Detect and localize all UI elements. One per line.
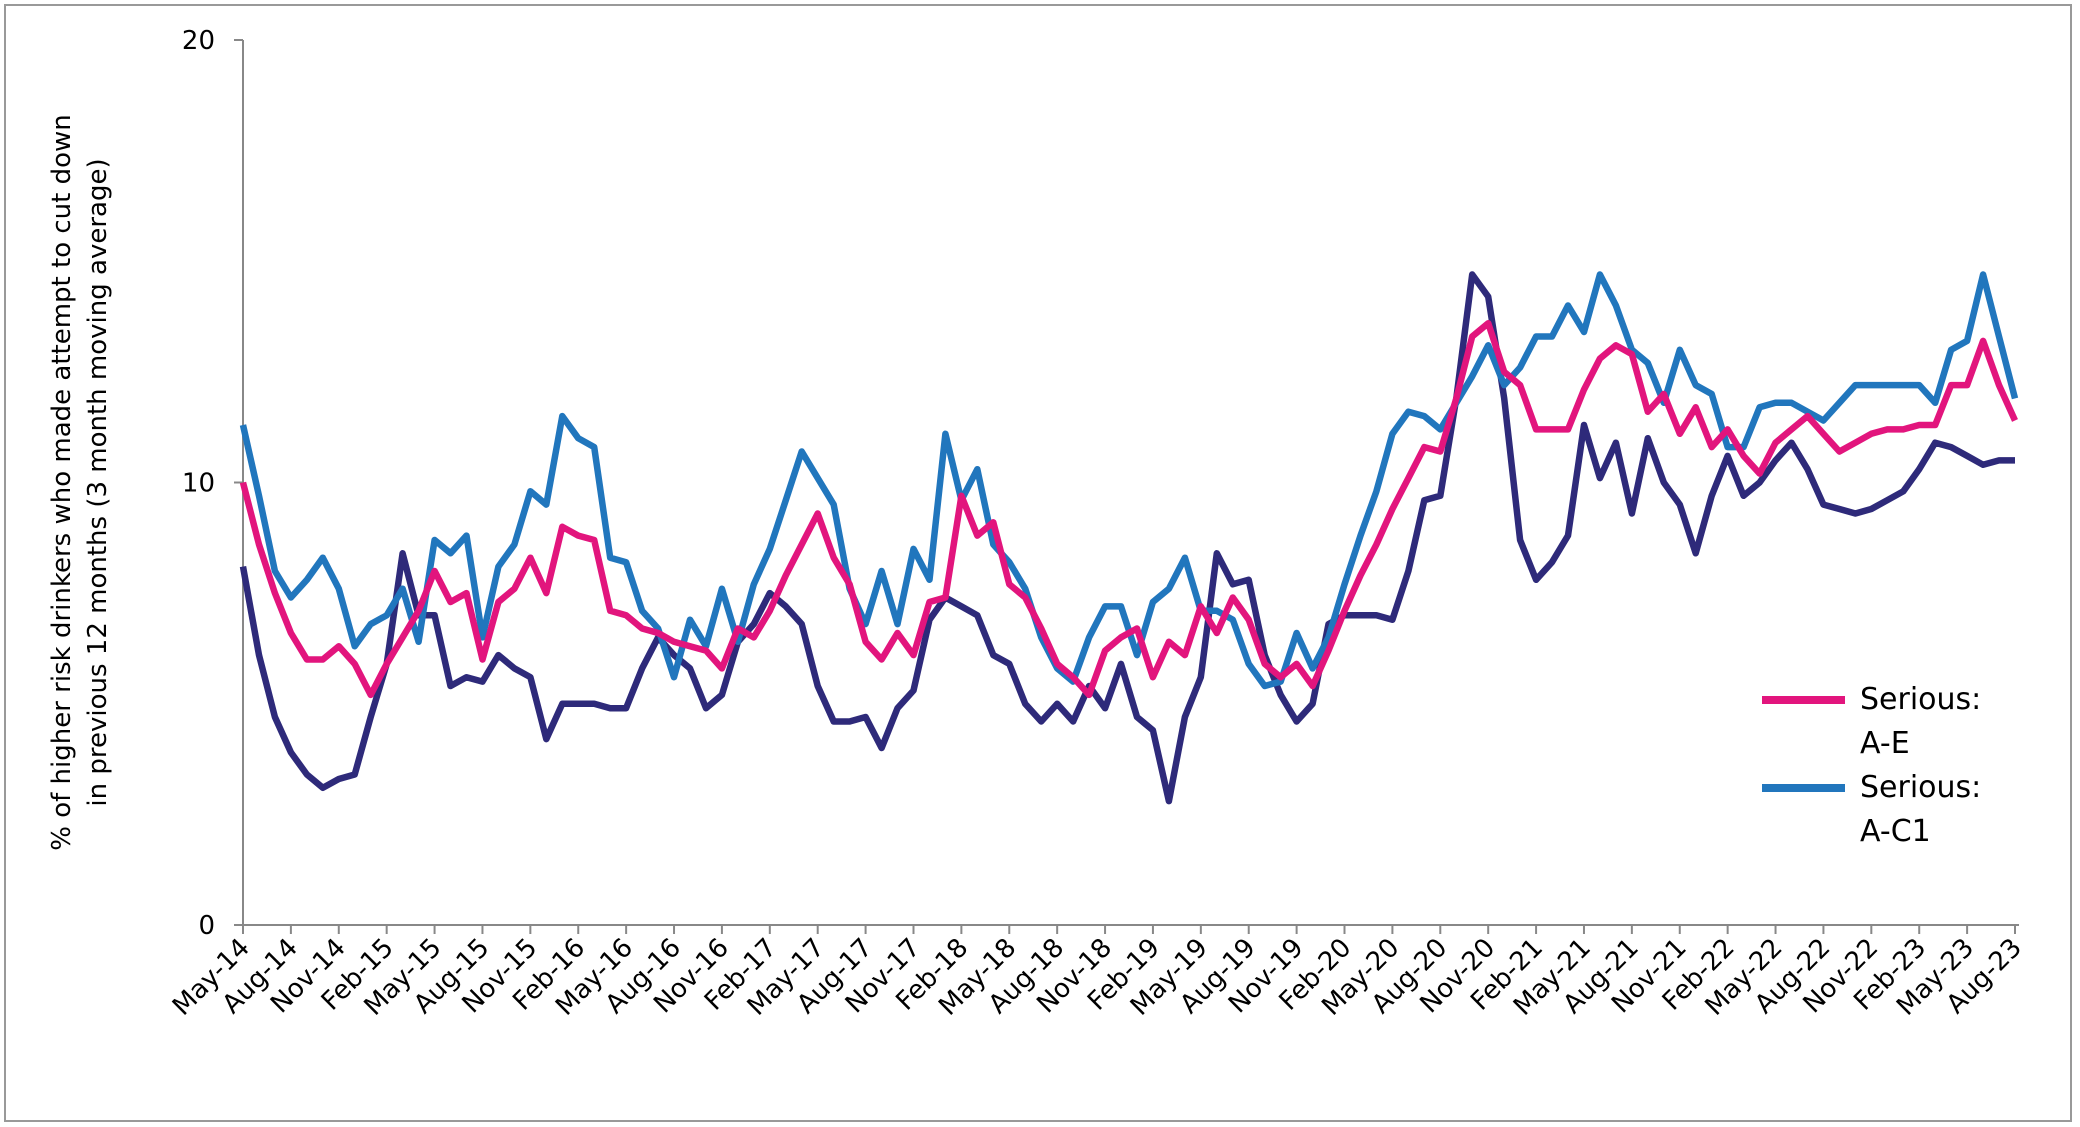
legend-label: Serious: A-C1	[1860, 770, 1982, 849]
y-tick-label: 0	[198, 911, 215, 941]
y-axis-label-line: % of higher risk drinkers who made attem…	[47, 114, 77, 851]
chart-border	[4, 4, 2072, 1122]
y-tick-label: 20	[182, 26, 215, 56]
legend-label: Serious: A-E	[1860, 682, 1982, 761]
y-axis-label-line: in previous 12 months (3 month moving av…	[83, 158, 113, 806]
y-axis-label: % of higher risk drinkers who made attem…	[47, 114, 113, 851]
y-tick-label: 10	[182, 469, 215, 499]
series-line	[239, 319, 2018, 699]
series-line	[239, 271, 2019, 690]
series-line	[239, 271, 2015, 805]
